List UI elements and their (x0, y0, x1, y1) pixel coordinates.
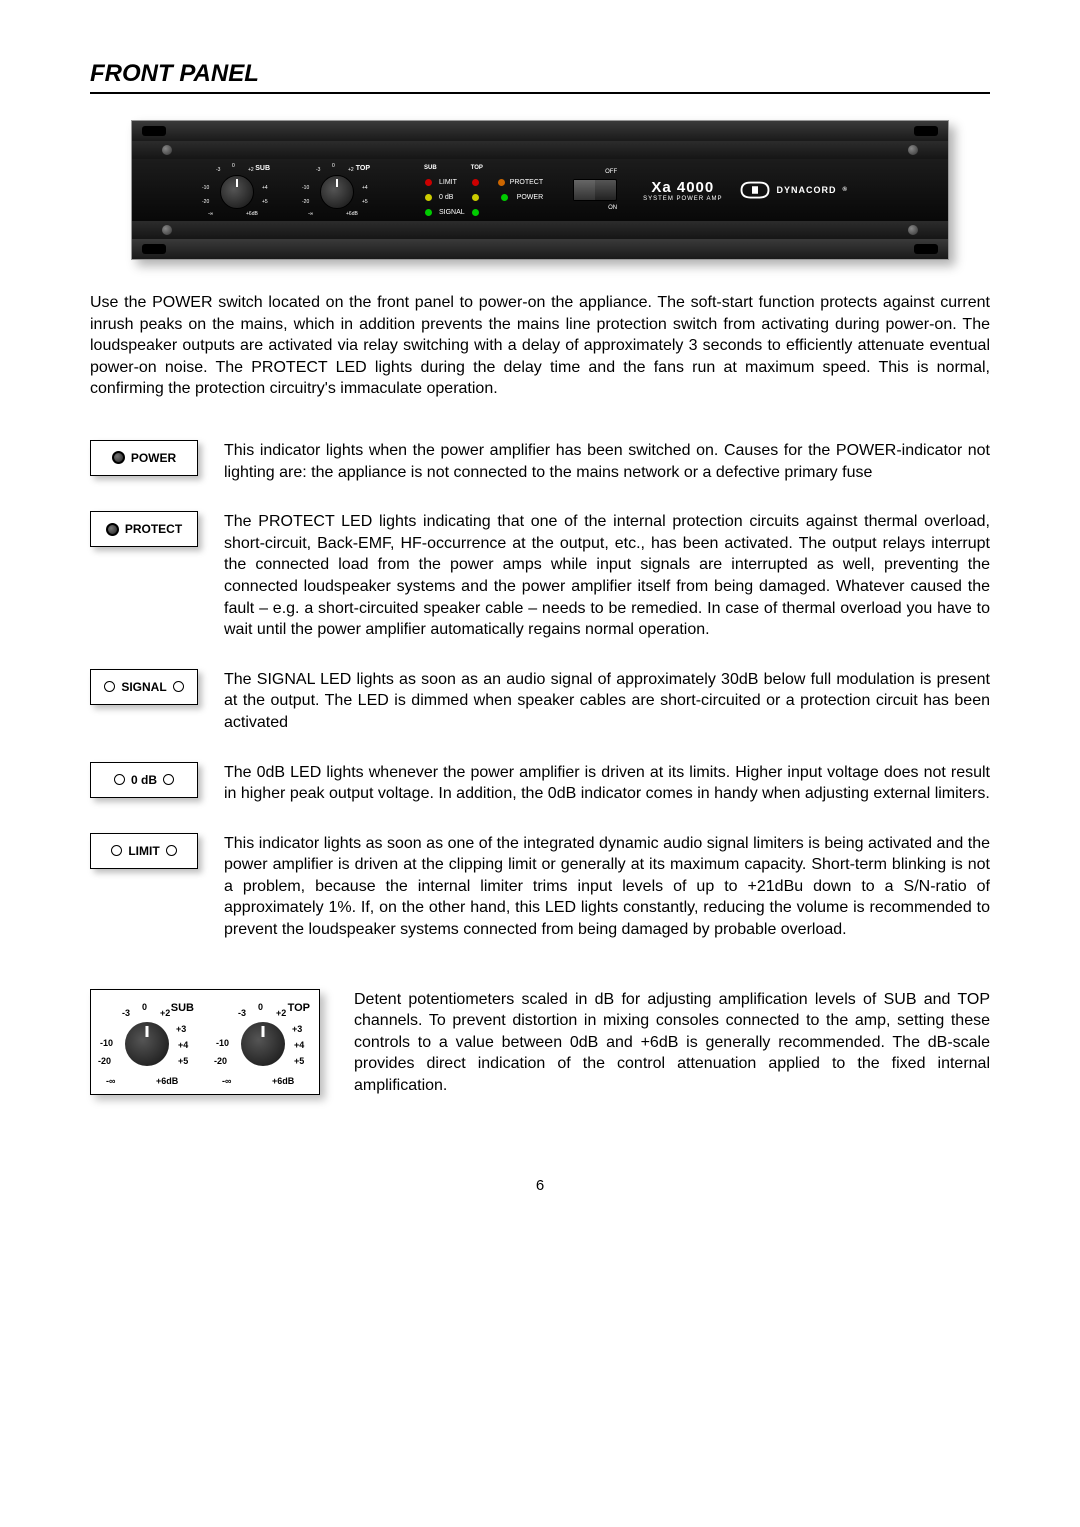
indicator-desc-limit: This indicator lights as soon as one of … (224, 833, 990, 941)
indicator-box-power: POWER (90, 440, 198, 476)
status-column: PROTECT POWER (498, 179, 543, 201)
indicator-desc-signal: The SIGNAL LED lights as soon as an audi… (224, 669, 990, 734)
power-switch: OFF ON (573, 169, 617, 211)
indicator-box-signal: SIGNAL (90, 669, 198, 705)
knob-sub: SUB 0 -3 +2 -10 +4 -20 +5 -∞ +6dB (202, 163, 274, 217)
potentiometer-figure: SUB 0 -3 +2 +3 -10 +4 -20 +5 -∞ +6dB TOP… (90, 989, 320, 1095)
dynacord-logo: DYNACORD® (740, 180, 847, 200)
indicator-box-protect: PROTECT (90, 511, 198, 547)
section-title: FRONT PANEL (90, 60, 990, 94)
branding: Xa 4000 SYSTEM POWER AMP DYNACORD® (643, 179, 848, 202)
indicator-desc-protect: The PROTECT LED lights indicating that o… (224, 511, 990, 641)
led-column: SUBTOP LIMIT 0 dB SIGNAL (424, 162, 480, 219)
indicator-box-0db: 0 dB (90, 762, 198, 798)
page-number: 6 (90, 1177, 990, 1194)
indicator-desc-power: This indicator lights when the power amp… (224, 440, 990, 483)
indicator-box-limit: LIMIT (90, 833, 198, 869)
intro-paragraph: Use the POWER switch located on the fron… (90, 292, 990, 400)
knob-top: TOP 0 -3 +2 -10 +4 -20 +5 -∞ +6dB (302, 163, 374, 217)
indicator-desc-0db: The 0dB LED lights whenever the power am… (224, 762, 990, 805)
front-panel-figure: SUB 0 -3 +2 -10 +4 -20 +5 -∞ +6dB TOP 0 … (131, 120, 949, 260)
potentiometer-description: Detent potentiometers scaled in dB for a… (354, 989, 990, 1097)
